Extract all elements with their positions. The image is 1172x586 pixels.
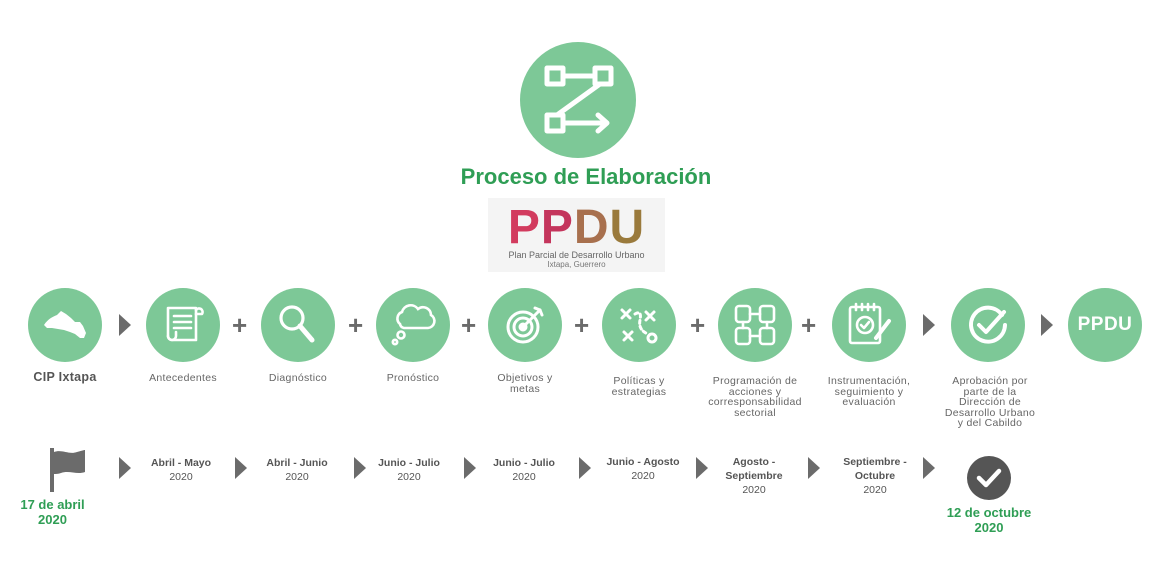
label-line: evaluación (842, 396, 896, 408)
period-text: Agosto - (732, 456, 776, 468)
label-line: seguimiento y (834, 385, 904, 398)
period-year: 2020 (169, 471, 193, 483)
magnifier-icon (261, 288, 335, 362)
period-diagnostico: Abril - Junio 2020 (252, 456, 342, 484)
completed-check-icon (967, 456, 1011, 500)
label-line: acciones y (728, 385, 782, 398)
approval-check-icon (951, 288, 1025, 362)
step-label-objetivos: Objetivos y metas (470, 373, 580, 394)
label-line: estrategias (611, 385, 667, 398)
ppdu-badge: PPDU (1068, 288, 1142, 362)
step-label-programacion: Programación de acciones y corresponsabi… (695, 376, 815, 418)
label-line: Desarrollo Urbano (944, 406, 1036, 419)
hands-cooperation-icon (718, 288, 792, 362)
arrow-icon (354, 457, 366, 479)
label-line: Políticas y (613, 375, 665, 387)
step-label-cip-ixtapa: CIP Ixtapa (33, 370, 97, 384)
end-date: 12 de octubre 2020 (934, 505, 1044, 535)
logo-letter: P (507, 201, 541, 254)
label-line: Instrumentación, (827, 375, 911, 387)
arrow-icon (696, 457, 708, 479)
logo-location: Ixtapa, Guerrero (547, 260, 606, 269)
label-line: corresponsabilidad (708, 396, 802, 408)
step-label-aprobacion: Aprobación por parte de la Dirección de … (933, 376, 1047, 429)
period-year: 2020 (863, 484, 887, 496)
logo-letter: P (540, 201, 574, 254)
start-date: 17 de abril 2020 (5, 497, 100, 527)
period-antecedentes: Abril - Mayo 2020 (136, 456, 226, 484)
period-instrumentacion: Septiembre - Octubre 2020 (830, 455, 920, 497)
start-date-line: 17 de abril (20, 497, 85, 512)
step-label-instrumentacion: Instrumentación, seguimiento y evaluació… (812, 376, 926, 408)
plus-icon: + (348, 310, 364, 340)
clipboard-edit-icon (832, 288, 906, 362)
flag-icon (47, 448, 87, 497)
period-text: Abril - Mayo (150, 457, 212, 469)
plus-icon: + (232, 310, 248, 340)
end-date-line: 12 de octubre (946, 505, 1032, 520)
page-title: Proceso de Elaboración (460, 164, 712, 189)
plus-icon: + (801, 310, 817, 340)
step-label-politicas: Políticas y estrategias (584, 376, 694, 397)
label-line: parte de la (963, 385, 1017, 398)
label-line: y del Cabildo (957, 417, 1023, 429)
period-text: Septiembre - (843, 456, 907, 468)
end-date-line: 2020 (974, 520, 1004, 535)
period-text: Junio - Agosto (606, 456, 680, 468)
period-politicas: Junio - Agosto 2020 (598, 455, 688, 483)
strategy-play-icon (602, 288, 676, 362)
period-year: 2020 (512, 471, 536, 483)
period-year: 2020 (631, 470, 655, 482)
label-line: metas (509, 382, 541, 395)
label-line: Dirección de (959, 396, 1021, 408)
period-text: Junio - Julio (493, 457, 555, 469)
arrow-icon (119, 314, 131, 336)
logo-letter: D (573, 201, 610, 254)
period-objetivos: Junio - Julio 2020 (479, 456, 569, 484)
step-label-pronostico: Pronóstico (386, 372, 440, 384)
step-label-antecedentes: Antecedentes (149, 372, 217, 384)
plus-icon: + (574, 310, 590, 340)
thought-cloud-icon (376, 288, 450, 362)
period-pronostico: Junio - Julio 2020 (364, 456, 454, 484)
start-date-line: 2020 (38, 512, 67, 527)
process-flow-icon (520, 42, 636, 158)
map-icon (28, 288, 102, 362)
step-label-diagnostico: Diagnóstico (268, 372, 328, 384)
plus-icon: + (461, 310, 477, 340)
period-year: 2020 (285, 471, 309, 483)
period-programacion: Agosto - Septiembre 2020 (709, 455, 799, 497)
period-text: Junio - Julio (378, 457, 440, 469)
arrow-icon (808, 457, 820, 479)
logo-letter: U (609, 201, 646, 254)
label-line: Objetivos y (497, 372, 553, 384)
arrow-icon (923, 314, 935, 336)
label-line: Aprobación por (952, 375, 1028, 387)
period-text: Septiembre (725, 470, 783, 482)
arrow-icon (579, 457, 591, 479)
scroll-document-icon (146, 288, 220, 362)
arrow-icon (119, 457, 131, 479)
ppdu-badge-text: PPDU (1077, 314, 1133, 335)
period-year: 2020 (742, 484, 766, 496)
period-year: 2020 (397, 471, 421, 483)
period-text: Abril - Junio (266, 457, 328, 469)
arrow-icon (1041, 314, 1053, 336)
arrow-icon (235, 457, 247, 479)
plus-icon: + (690, 310, 706, 340)
ppdu-logo: PPDU Plan Parcial de Desarrollo Urbano I… (488, 198, 665, 272)
target-icon (488, 288, 562, 362)
arrow-icon (923, 457, 935, 479)
label-line: Programación de (712, 375, 798, 387)
period-text: Octubre (854, 470, 896, 482)
logo-subtitle: Plan Parcial de Desarrollo Urbano (508, 250, 645, 260)
label-line: sectorial (734, 406, 776, 419)
arrow-icon (464, 457, 476, 479)
